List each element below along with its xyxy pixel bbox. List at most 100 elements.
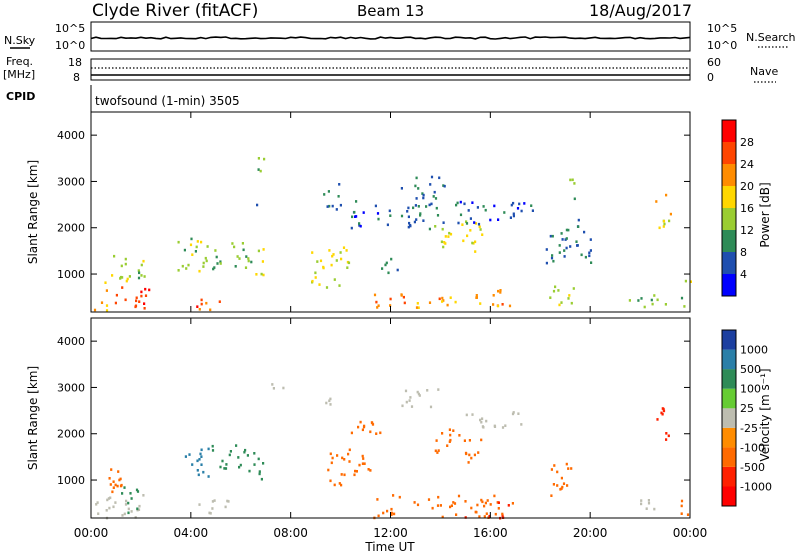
data-cell — [499, 291, 502, 294]
data-cell — [248, 469, 251, 473]
data-cell — [511, 502, 514, 505]
data-cell — [481, 233, 484, 236]
data-cell — [441, 296, 444, 300]
freq-unit-label: [MHz] — [3, 68, 35, 81]
data-cell — [590, 261, 593, 264]
data-cell — [213, 266, 216, 269]
cpid-label: CPID — [6, 90, 35, 103]
data-cell — [560, 487, 563, 490]
data-cell — [96, 501, 99, 504]
data-cell — [339, 203, 342, 207]
colorbar-swatch — [722, 466, 736, 487]
data-cell — [135, 488, 139, 492]
data-cell — [229, 450, 232, 453]
data-cell — [271, 383, 274, 386]
data-cell — [124, 298, 127, 302]
data-cell — [560, 301, 563, 304]
data-cell — [550, 494, 553, 497]
data-cell — [640, 499, 643, 502]
data-cell — [497, 507, 500, 510]
data-cell — [686, 513, 690, 516]
data-cell — [130, 510, 133, 513]
nsky-tick-bottom: 10^0 — [55, 39, 85, 52]
data-cell — [358, 224, 361, 227]
data-cell — [448, 428, 451, 431]
y-tick-label: 4000 — [57, 335, 85, 348]
data-cell — [134, 516, 137, 519]
data-cell — [194, 250, 197, 253]
data-cell — [247, 257, 250, 260]
data-cell — [224, 505, 227, 509]
data-cell — [663, 222, 666, 226]
data-cell — [196, 305, 199, 308]
data-cell — [119, 484, 123, 488]
data-cell — [559, 488, 562, 491]
data-cell — [414, 204, 417, 207]
velocity-y-axis: 1000 2000 3000 4000 — [57, 335, 690, 487]
data-cell — [651, 302, 654, 306]
data-cell — [405, 400, 408, 404]
data-cell — [191, 463, 194, 466]
data-cell — [115, 293, 118, 297]
data-cell — [577, 218, 580, 222]
data-cell — [441, 227, 444, 231]
data-cell — [448, 440, 451, 443]
data-cell — [218, 300, 221, 303]
data-cell — [234, 265, 237, 268]
data-cell — [93, 308, 97, 312]
data-cell — [550, 468, 553, 471]
data-cell — [459, 200, 462, 204]
data-cell — [351, 215, 354, 219]
colorbar-tick-label: 1000 — [740, 344, 768, 357]
data-cell — [492, 303, 495, 306]
data-cell — [140, 263, 143, 267]
data-cell — [438, 297, 441, 301]
data-cell — [552, 259, 555, 263]
data-cell — [340, 257, 343, 261]
data-cell — [259, 169, 262, 173]
data-cell — [446, 444, 449, 447]
data-cell — [105, 289, 108, 292]
data-cell — [127, 501, 130, 505]
colorbar-swatch — [722, 486, 736, 506]
data-cell — [260, 477, 263, 481]
data-cell — [565, 246, 568, 250]
data-cell — [437, 495, 440, 499]
data-cell — [198, 503, 201, 506]
data-cell — [426, 389, 429, 392]
x-tick-label: 12:00 — [373, 526, 408, 540]
power-colorbar-label: Power [dB] — [758, 182, 772, 247]
data-cell — [262, 273, 265, 277]
data-cell — [493, 425, 497, 428]
data-cell — [371, 423, 375, 426]
data-cell — [567, 228, 570, 232]
data-cell — [326, 205, 329, 208]
data-cell — [130, 497, 133, 500]
data-cell — [389, 304, 392, 307]
colorbar-tick-label: -100 — [740, 441, 765, 454]
data-cell — [95, 503, 98, 506]
data-cell — [474, 222, 477, 225]
data-cell — [479, 228, 482, 231]
data-cell — [329, 403, 332, 406]
data-cell — [489, 218, 492, 222]
data-cell — [237, 456, 240, 459]
data-cell — [563, 255, 566, 258]
data-cell — [449, 433, 452, 437]
data-cell — [482, 205, 485, 208]
data-cell — [556, 484, 559, 487]
time-x-axis: 00:00 04:00 08:00 12:00 16:00 20:00 00:00 — [74, 112, 707, 540]
data-cell — [255, 273, 258, 276]
velocity-colorbar: 1000 500 100 25 -25 -100 -500 -1000 — [721, 329, 772, 507]
data-cell — [390, 507, 393, 511]
data-cell — [479, 302, 482, 305]
data-cell — [124, 257, 127, 261]
data-cell — [257, 457, 260, 461]
colorbar-tick-label: 16 — [740, 202, 754, 215]
data-cell — [389, 214, 392, 217]
data-cell — [330, 263, 333, 267]
data-cell — [469, 229, 472, 232]
data-cell — [219, 465, 222, 469]
data-cell — [501, 426, 505, 429]
data-cell — [683, 305, 686, 308]
